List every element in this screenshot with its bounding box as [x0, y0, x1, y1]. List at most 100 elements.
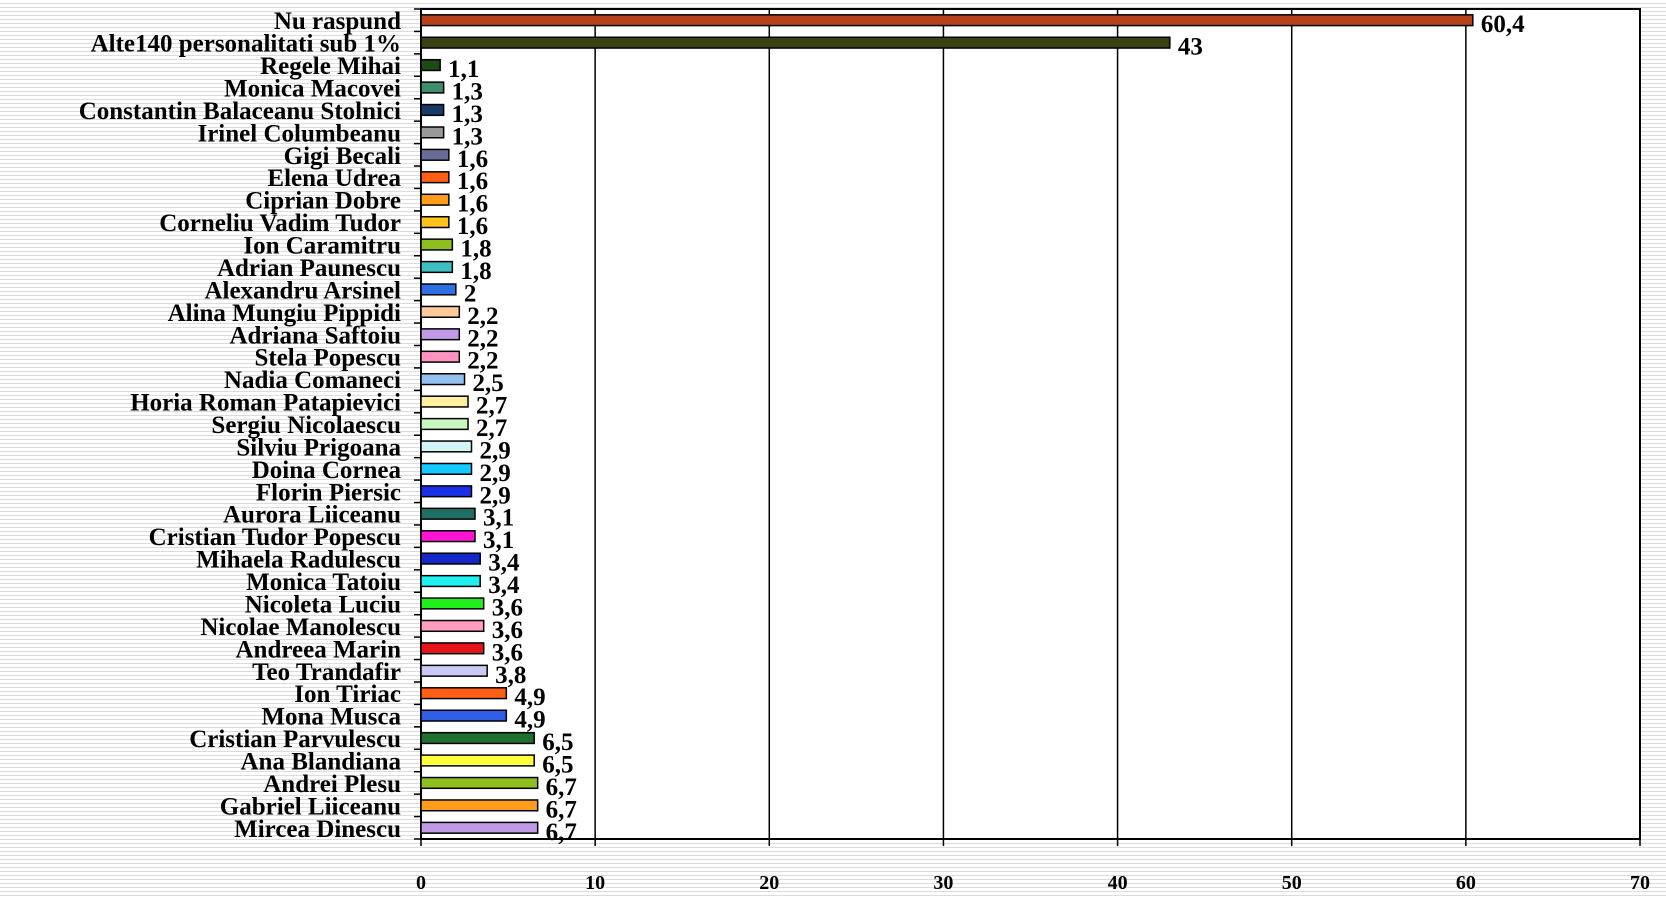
bar [420, 642, 485, 655]
category-label: Gigi Becali [284, 143, 401, 170]
data-label: 1,3 [452, 123, 483, 150]
bar [420, 530, 476, 543]
data-label: 2,7 [476, 415, 507, 442]
category-label: Teo Trandafir [252, 659, 401, 686]
x-tick-label: 40 [1108, 872, 1128, 894]
data-label: 6,7 [546, 819, 577, 846]
category-label: Nadia Comaneci [224, 367, 401, 394]
data-label: 1,3 [452, 101, 483, 128]
category-label: Florin Piersic [256, 479, 401, 506]
bar [420, 373, 466, 386]
data-label: 1,6 [457, 191, 488, 218]
category-label: Andrei Plesu [263, 771, 401, 798]
category-label: Alexandru Arsinel [204, 277, 401, 304]
bar [420, 215, 450, 229]
data-label: 4,9 [514, 707, 545, 734]
bar [420, 14, 1474, 27]
bar [420, 81, 445, 94]
data-label: 3,1 [483, 527, 514, 554]
bar [420, 507, 476, 520]
bar [420, 58, 441, 72]
category-label: Aurora Liiceanu [223, 502, 401, 529]
category-label: Nu raspund [274, 8, 401, 35]
data-label: 60,4 [1481, 11, 1525, 38]
bar [420, 799, 539, 812]
bar [420, 328, 461, 341]
x-tick-label: 0 [416, 872, 426, 894]
bar [420, 821, 539, 834]
data-label: 2 [464, 280, 477, 307]
category-label: Alte140 personalitati sub 1% [91, 31, 401, 58]
plot-area [421, 9, 1640, 839]
x-tick-label: 60 [1456, 872, 1476, 894]
category-label: Doina Cornea [252, 457, 402, 484]
data-label: 2,2 [467, 303, 498, 330]
bar [420, 731, 535, 745]
category-label: Gabriel Liiceanu [220, 793, 401, 820]
bar [420, 776, 539, 790]
category-label: Stela Popescu [254, 345, 401, 372]
category-label: Monica Macovei [224, 76, 401, 103]
data-label: 3,6 [492, 617, 523, 644]
bar [420, 260, 454, 274]
bar [420, 417, 469, 431]
data-label: 3,6 [492, 594, 523, 621]
data-label: 2,9 [480, 460, 511, 487]
data-label: 3,4 [488, 572, 520, 599]
x-tick-label: 70 [1630, 872, 1650, 894]
category-label: Mircea Dinescu [234, 816, 401, 843]
data-label: 1,8 [460, 258, 491, 285]
data-label: 4,9 [514, 684, 545, 711]
bar [420, 664, 488, 677]
x-tick-label: 20 [759, 872, 779, 894]
bar [420, 283, 457, 296]
category-label: Cristian Tudor Popescu [149, 524, 401, 551]
category-label: Alina Mungiu Pippidi [168, 300, 401, 327]
data-label: 1,6 [457, 146, 488, 173]
bar [420, 485, 473, 498]
data-label: 2,2 [467, 348, 498, 375]
category-label: Horia Roman Patapievici [130, 390, 401, 417]
bar [420, 619, 485, 633]
category-label: Elena Udrea [267, 165, 401, 192]
data-label: 2,9 [480, 437, 511, 464]
bar [420, 709, 508, 722]
bar [420, 350, 461, 363]
bar [420, 395, 469, 408]
data-label: 2,9 [480, 482, 511, 509]
data-label: 3,6 [492, 639, 523, 666]
data-label: 6,5 [542, 729, 573, 756]
bar [420, 574, 481, 588]
data-label: 1,8 [460, 236, 491, 263]
bar [420, 238, 454, 251]
data-label: 3,1 [483, 505, 514, 532]
bar [420, 597, 485, 610]
bar [420, 103, 445, 117]
bar [420, 440, 473, 453]
data-label: 6,7 [546, 774, 577, 801]
data-label: 1,6 [457, 168, 488, 195]
bar [420, 126, 445, 139]
category-label: Cristian Parvulescu [189, 726, 401, 753]
category-label: Irinel Columbeanu [197, 120, 401, 147]
category-label: Nicolae Manolescu [200, 614, 401, 641]
data-label: 6,5 [542, 751, 573, 778]
category-label: Adriana Saftoiu [229, 322, 401, 349]
category-label: Ion Caramitru [243, 233, 401, 260]
category-label: Ana Blandiana [241, 748, 402, 775]
category-label: Monica Tatoiu [246, 569, 401, 596]
category-label: Silviu Prigoana [236, 434, 401, 461]
data-label: 1,1 [448, 56, 479, 83]
data-label: 2,7 [476, 393, 507, 420]
bar [420, 36, 1171, 49]
category-label: Sergiu Nicolaescu [211, 412, 401, 439]
category-label: Nicoleta Luciu [245, 591, 401, 618]
category-label: Mihaela Radulescu [196, 547, 401, 574]
x-tick-label: 30 [933, 872, 953, 894]
category-label: Ion Tiriac [294, 681, 401, 708]
bar [420, 193, 450, 206]
data-label: 2,2 [467, 325, 498, 352]
data-label: 43 [1178, 34, 1203, 61]
x-tick-label: 50 [1282, 872, 1302, 894]
